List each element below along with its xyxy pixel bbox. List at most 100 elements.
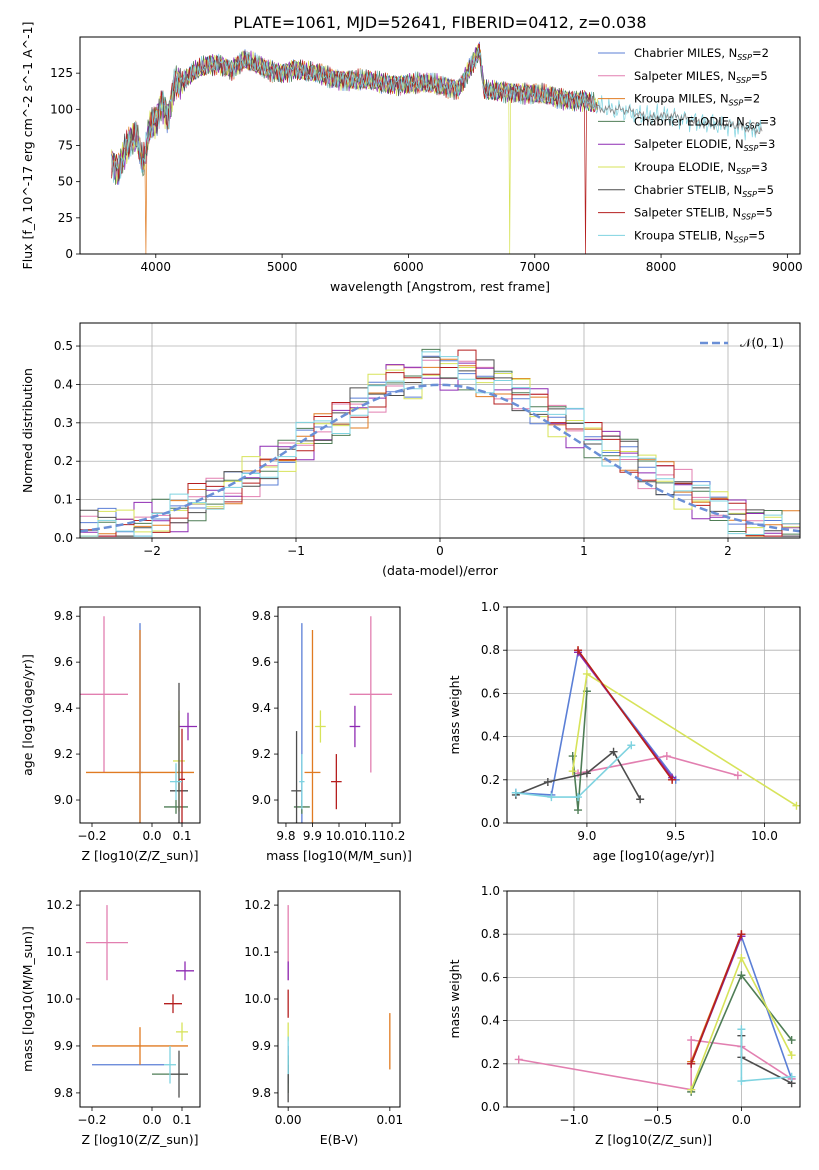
weight-marker: [547, 793, 556, 802]
y-tick-label: 0.0: [54, 531, 73, 545]
y-tick-label: 0.4: [481, 730, 500, 744]
x-tick-label: 5000: [267, 260, 298, 274]
legend-label: Chabrier ELODIE, NSSP=3: [634, 114, 776, 130]
x-tick-label: 0.0: [142, 829, 161, 843]
weight-marker: [687, 1085, 696, 1094]
weight-marker: [687, 1059, 696, 1068]
x-tick-label: 9.5: [666, 829, 685, 843]
age-vs-Z-plot-area: [80, 616, 197, 823]
legend-label: Salpeter MILES, NSSP=5: [634, 69, 768, 85]
residuals-plot-area: [80, 348, 800, 537]
y-tick-label: 125: [50, 66, 73, 80]
axes-frame: [277, 606, 401, 824]
y-tick-label: 9.8: [54, 609, 73, 623]
x-tick-label: 10.2: [379, 829, 406, 843]
panels: 4000 5000 6000 7000 8000 9000 0 25 50 75 100 125 wav…: [20, 22, 803, 1147]
x-tick-label: 4000: [141, 260, 172, 274]
y-tick-label: 10.2: [244, 898, 271, 912]
y-tick-label: 9.9: [54, 1039, 73, 1053]
y-tick-label: 0.4: [54, 377, 73, 391]
age-vs-mass-panel: 9.8 9.9 10.0 10.1 10.2 9.0 9.2 9.4 9.6 9.8 mass [l…: [252, 606, 412, 863]
y-axis-label: age [log10(age/yr)]: [20, 654, 35, 776]
weight-marker: [787, 1036, 796, 1045]
weight-line: [571, 691, 588, 811]
x-axis-label: E(B-V): [320, 1132, 359, 1147]
y-tick-label: 10.0: [244, 992, 271, 1006]
y-tick-label: 1.0: [481, 884, 500, 898]
y-tick-label: 10.2: [46, 898, 73, 912]
y-tick-label: 9.6: [252, 655, 271, 669]
figure-title: PLATE=1061, MJD=52641, FIBERID=0412, z=0…: [233, 13, 646, 32]
x-tick-label: 7000: [519, 260, 550, 274]
y-tick-label: 0.8: [481, 927, 500, 941]
x-axis-label: (data-model)/error: [382, 563, 499, 578]
weight-line: [515, 744, 632, 798]
y-tick-label: 0.6: [481, 970, 500, 984]
x-tick-label: 0.1: [172, 1113, 191, 1127]
y-tick-label: 9.8: [252, 1086, 271, 1100]
x-tick-label: 0.01: [376, 1113, 403, 1127]
y-tick-label: 0.8: [481, 643, 500, 657]
legend-label: Kroupa MILES, NSSP=2: [634, 92, 760, 108]
x-tick-label: −2: [143, 544, 161, 558]
weight-marker: [687, 1036, 696, 1045]
y-tick-label: 0.5: [54, 339, 73, 353]
y-tick-label: 9.4: [252, 701, 271, 715]
y-tick-label: 9.8: [252, 609, 271, 623]
x-tick-label: 9.9: [303, 829, 322, 843]
weight-line: [518, 1039, 793, 1091]
weight-vs-Z-panel: −1.0 −0.5 0.0 0.0 0.2 0.4 0.6 0.8 1.0 Z [log10(Z/…: [447, 884, 801, 1147]
y-tick-label: 9.2: [252, 747, 271, 761]
y-tick-label: 0: [65, 247, 73, 261]
x-tick-label: 9.0: [577, 829, 596, 843]
mass-vs-Z-panel: −0.2 0.0 0.1 9.8 9.9 10.0 10.1 10.2 Z [log10(Z/Z…: [20, 890, 201, 1147]
legend-label: Chabrier STELIB, NSSP=5: [634, 183, 774, 199]
y-tick-label: 9.4: [54, 701, 73, 715]
legend-label: 𝒩(0, 1): [740, 336, 784, 350]
x-tick-label: 9000: [772, 260, 803, 274]
y-tick-label: 9.0: [54, 793, 73, 807]
x-tick-label: 8000: [646, 260, 677, 274]
legend-label: Chabrier MILES, NSSP=2: [634, 46, 769, 62]
weight-marker: [582, 669, 591, 678]
x-axis-label: Z [log10(Z/Z_sun)]: [595, 1132, 712, 1147]
x-tick-label: 10.0: [326, 829, 353, 843]
legend-label: Kroupa STELIB, NSSP=5: [634, 228, 765, 244]
x-axis-label: age [log10(age/yr)]: [593, 848, 715, 863]
weight-vs-age-panel: 9.0 9.5 10.0 0.0 0.2 0.4 0.6 0.8 1.0 age [log10(a…: [447, 600, 801, 863]
spectrum-line-chabrier-stelib: [111, 44, 592, 182]
y-tick-label: 10.0: [46, 992, 73, 1006]
y-tick-label: 0.1: [54, 493, 73, 507]
y-axis-label: Normed distribution: [20, 368, 35, 493]
mass-vs-ebv-plot-area: [287, 905, 391, 1103]
x-tick-label: −1.0: [559, 1113, 588, 1127]
weight-marker: [582, 769, 591, 778]
axes-frame: [506, 606, 801, 824]
y-tick-label: 100: [50, 102, 73, 116]
y-tick-label: 0.3: [54, 416, 73, 430]
age-vs-Z-panel: −0.2 0.0 0.1 9.0 9.2 9.4 9.6 9.8 Z [log10(Z/Z_su…: [20, 606, 201, 863]
y-axis-label: mass weight: [447, 959, 462, 1038]
y-tick-label: 9.2: [54, 747, 73, 761]
legend-label: Kroupa ELODIE, NSSP=3: [634, 160, 768, 176]
y-tick-label: 0.2: [481, 1057, 500, 1071]
y-tick-label: 0.2: [481, 773, 500, 787]
axes-frame: [79, 36, 801, 255]
axes-frame: [79, 606, 201, 824]
axes-frame: [506, 890, 801, 1108]
x-axis-label: Z [log10(Z/Z_sun)]: [82, 1132, 199, 1147]
spectrum-line-salpeter-elodie: [111, 47, 592, 185]
weight-marker: [543, 777, 552, 786]
weight-marker: [737, 930, 746, 939]
x-tick-label: −1: [287, 544, 305, 558]
y-axis-label: mass weight: [447, 675, 462, 754]
axes-frame: [79, 890, 201, 1108]
weight-vs-Z-plot-area: [514, 930, 796, 1096]
x-axis-label: mass [log10(M/M_sun)]: [266, 848, 412, 863]
y-tick-label: 10.1: [244, 945, 271, 959]
axes-frame: [277, 890, 401, 1108]
mass-vs-Z-plot-area: [86, 905, 194, 1098]
weight-marker: [627, 741, 636, 750]
x-tick-label: −0.2: [77, 1113, 106, 1127]
